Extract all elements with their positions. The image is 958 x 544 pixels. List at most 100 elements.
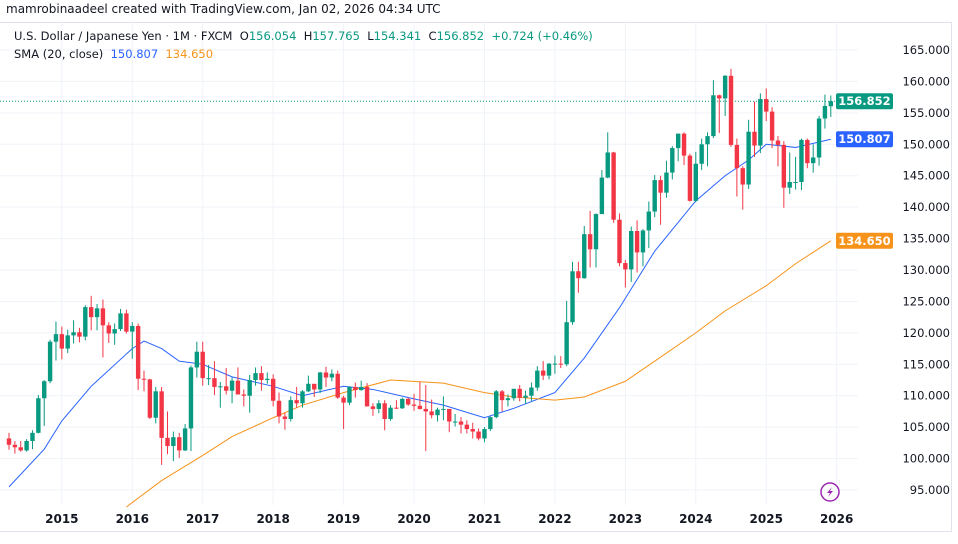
candle: [681, 132, 687, 166]
candle-body: [822, 105, 828, 119]
candle: [576, 261, 581, 293]
candle: [447, 408, 452, 433]
candle-body: [112, 329, 117, 334]
candle-body: [828, 101, 833, 107]
candle: [359, 380, 364, 391]
candle-body: [30, 432, 35, 441]
candle-body: [540, 370, 546, 376]
candle: [764, 88, 769, 122]
candle: [259, 366, 264, 391]
candle: [247, 374, 252, 413]
candle-body: [323, 372, 329, 378]
candle-body: [259, 373, 264, 381]
candle: [24, 439, 29, 452]
candle-body: [335, 373, 340, 398]
year-tick-label: 2018: [256, 512, 289, 526]
time-axis: 2015 2016 2017 2018 2019 2020 2021 2022 2023 2024…: [45, 512, 853, 526]
candle-body: [312, 383, 317, 390]
candle-body: [529, 387, 534, 396]
candle: [135, 323, 141, 391]
candle-body: [429, 411, 434, 416]
candle: [65, 329, 70, 353]
candle-body: [147, 379, 153, 418]
year-tick-label: 2024: [679, 512, 712, 526]
candle: [752, 101, 757, 157]
candle-body: [758, 99, 763, 146]
price-tick-label: 105.000: [902, 420, 950, 434]
price-tag-bg: [836, 131, 893, 148]
candle-body: [646, 211, 652, 231]
candle-body: [670, 148, 675, 173]
candle: [124, 309, 129, 334]
candle: [693, 151, 698, 203]
candle: [535, 366, 540, 391]
candle: [112, 323, 117, 345]
candle-body: [464, 424, 470, 430]
candle: [194, 341, 200, 378]
candle: [476, 428, 481, 441]
candle: [417, 381, 423, 410]
candle-body: [488, 417, 493, 430]
candle: [810, 144, 816, 173]
candle-body: [605, 152, 610, 178]
candle: [42, 380, 47, 426]
candle: [523, 390, 528, 404]
candle: [12, 440, 18, 454]
candle-body: [247, 380, 252, 396]
symbol-name[interactable]: U.S. Dollar / Japanese Yen · 1M · FXCM: [14, 29, 233, 43]
indicator-name[interactable]: SMA (20, close): [14, 47, 104, 61]
candle: [323, 366, 329, 387]
candle-body: [135, 325, 141, 379]
price-tick-label: 160.000: [902, 74, 950, 88]
candle: [799, 138, 804, 191]
candle: [423, 385, 428, 452]
candle: [118, 308, 123, 331]
candle: [775, 136, 781, 167]
candle-body: [88, 307, 94, 318]
candle: [411, 393, 417, 411]
candle: [634, 220, 640, 273]
close-value: 156.852: [436, 29, 485, 43]
price-tick-label: 95.000: [910, 483, 950, 497]
candle: [711, 80, 716, 139]
candle: [646, 201, 652, 249]
year-tick-label: 2017: [186, 512, 219, 526]
candle: [511, 388, 517, 401]
candle: [494, 390, 499, 419]
price-tag-label: 156.852: [838, 94, 890, 108]
candle-body: [394, 407, 399, 409]
candle: [317, 371, 323, 394]
candle: [640, 229, 646, 267]
price-tag: 134.650: [836, 232, 893, 249]
candle-body: [165, 437, 170, 447]
open-label: O: [239, 29, 249, 43]
candle: [312, 383, 317, 397]
candle-body: [94, 308, 100, 318]
candle: [53, 321, 59, 361]
candle-body: [347, 386, 352, 403]
candle-body: [476, 431, 481, 439]
candle: [159, 386, 164, 465]
candle: [470, 422, 475, 439]
candle-body: [47, 341, 53, 382]
candle-body: [523, 395, 528, 398]
candle-body: [799, 139, 804, 183]
candle-body: [447, 408, 452, 422]
candle-body: [329, 373, 335, 378]
price-tag: 156.852: [836, 93, 893, 110]
candle-body: [212, 378, 217, 387]
candle: [769, 107, 775, 149]
tradingview-logo[interactable]: [820, 482, 840, 502]
low-label: L: [367, 29, 374, 43]
candle: [429, 399, 434, 419]
candle-body: [652, 180, 657, 212]
price-tick-label: 130.000: [902, 263, 950, 277]
candle-body: [159, 391, 164, 438]
candle-body: [106, 325, 111, 334]
candle: [687, 153, 693, 202]
candle: [276, 392, 282, 424]
candles: [6, 68, 833, 465]
candle-body: [675, 133, 681, 149]
